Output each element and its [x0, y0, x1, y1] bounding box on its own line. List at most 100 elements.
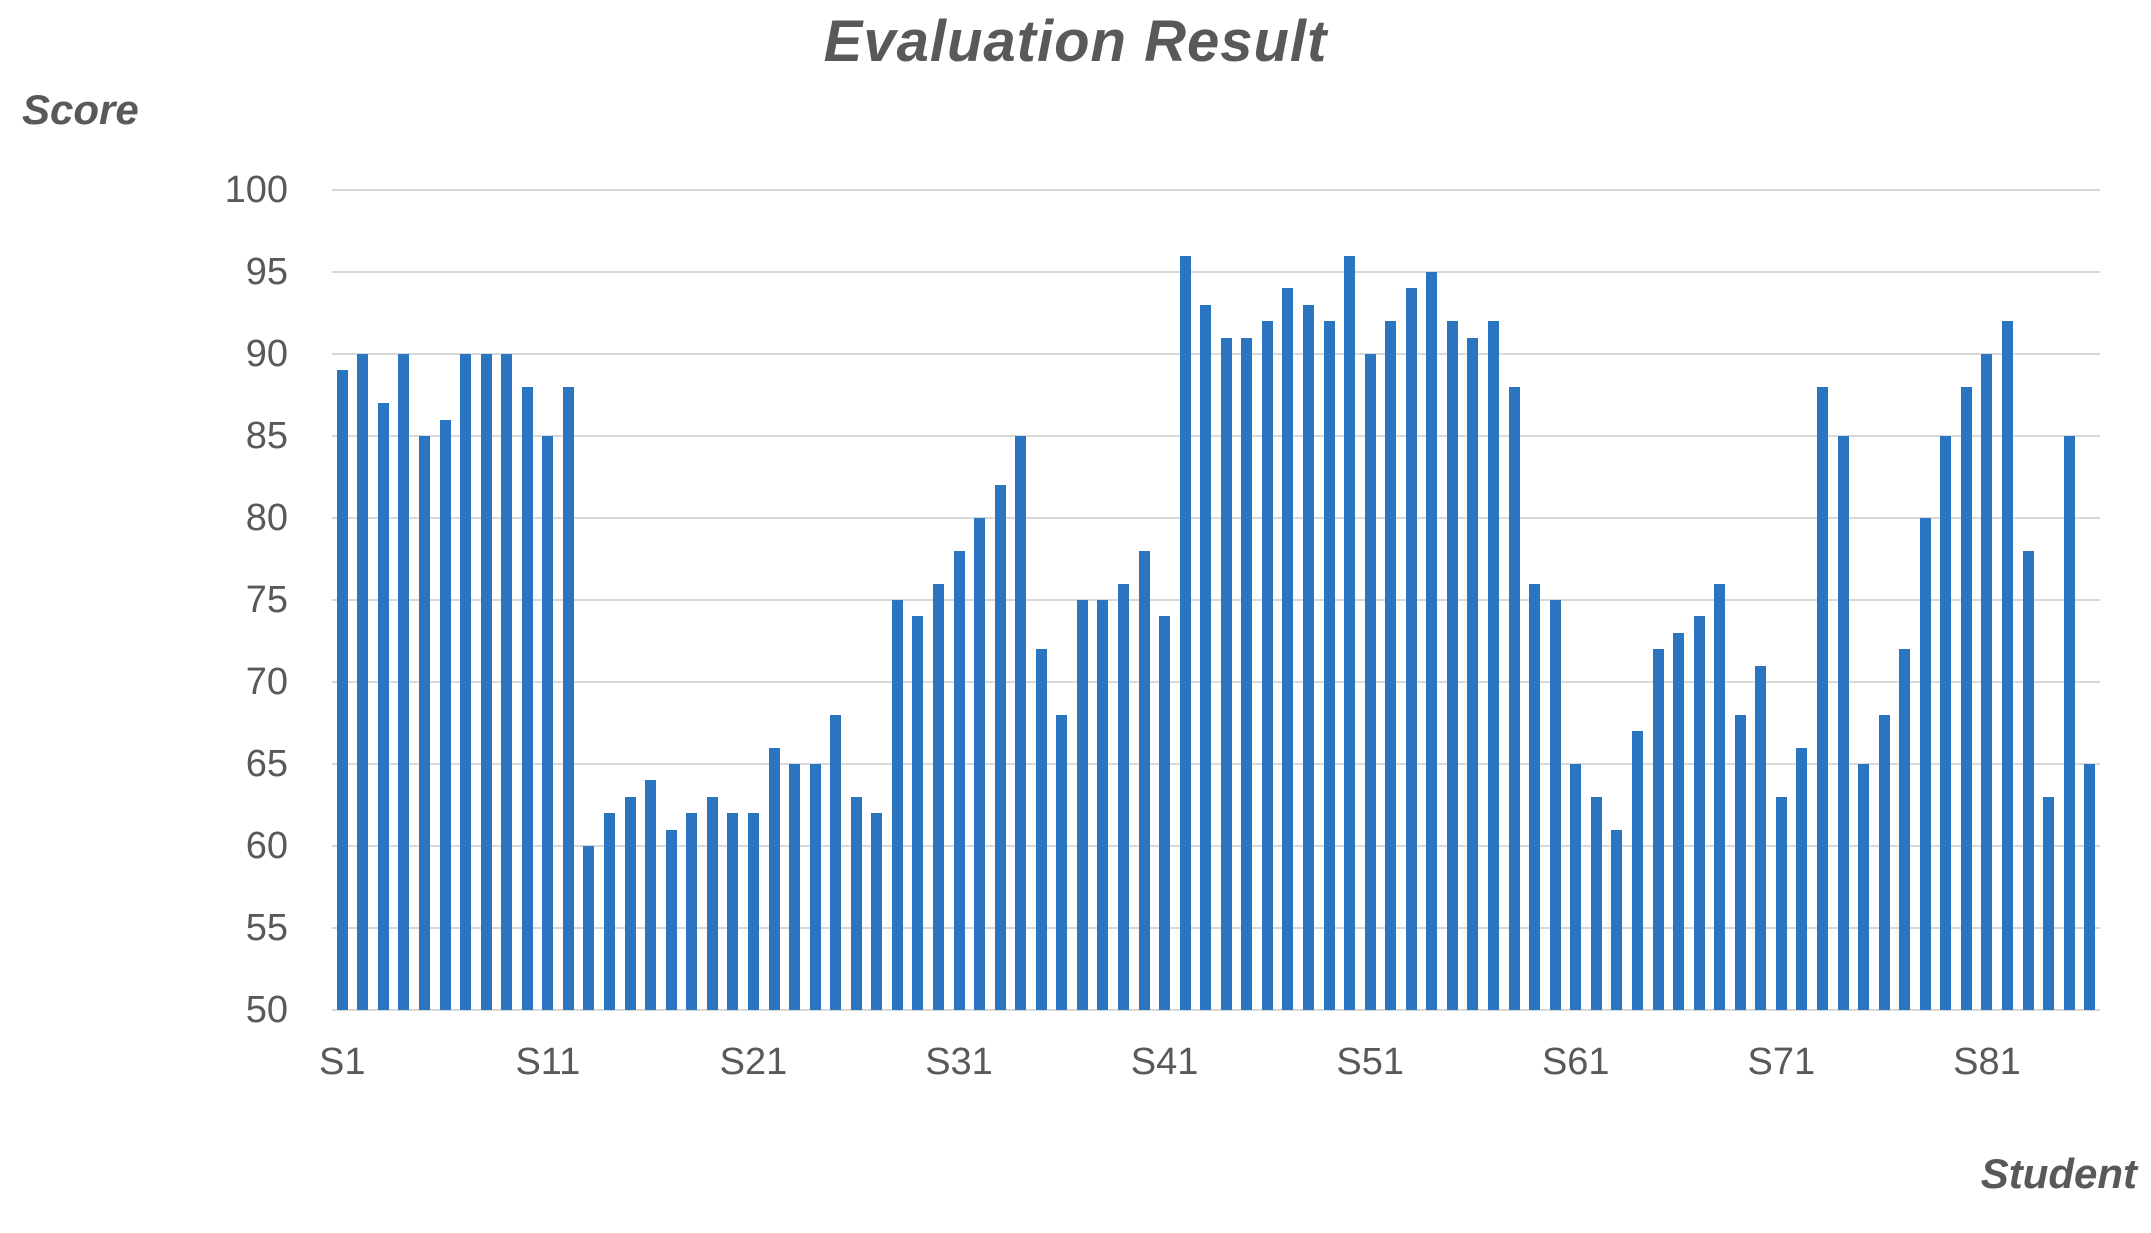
bar-S7: [460, 354, 472, 1010]
gridline-85: [332, 435, 2100, 437]
bar-S39: [1117, 583, 1129, 1010]
bar-S50: [1344, 255, 1356, 1010]
bar-S26: [850, 796, 862, 1010]
bar-S83: [2022, 550, 2034, 1010]
bar-S67: [1693, 616, 1705, 1010]
bar-S9: [501, 354, 513, 1010]
bar-S30: [932, 583, 944, 1010]
y-tick-55: 55: [245, 907, 288, 949]
bar-S68: [1714, 583, 1726, 1010]
bar-S36: [1056, 714, 1068, 1010]
bar-S1: [336, 370, 348, 1010]
x-tick-S31: S31: [925, 1041, 993, 1083]
x-axis-title: Student: [1980, 1150, 2137, 1197]
bar-S27: [871, 813, 883, 1010]
bar-S4: [398, 354, 410, 1010]
bar-S72: [1796, 747, 1808, 1010]
x-tick-S61: S61: [1541, 1041, 1610, 1083]
bar-S71: [1775, 796, 1787, 1010]
x-tick-S41: S41: [1130, 1041, 1199, 1083]
bar-S23: [789, 764, 801, 1010]
y-tick-85: 85: [245, 415, 288, 457]
bar-S54: [1426, 272, 1438, 1010]
bar-S65: [1652, 649, 1664, 1010]
bar-S76: [1878, 714, 1890, 1010]
bar-S43: [1200, 304, 1212, 1010]
bar-S20: [727, 813, 739, 1010]
bar-S40: [1138, 550, 1150, 1010]
bar-S18: [686, 813, 698, 1010]
bar-S64: [1631, 731, 1643, 1010]
bar-S58: [1508, 386, 1520, 1010]
bar-S34: [1015, 436, 1027, 1010]
bar-S31: [953, 550, 965, 1010]
bar-S17: [665, 829, 677, 1010]
bar-S79: [1940, 436, 1952, 1010]
bar-S77: [1899, 649, 1911, 1010]
bar-S37: [1076, 600, 1088, 1010]
plot-area: [332, 189, 2100, 1011]
bar-S45: [1241, 337, 1253, 1010]
bar-S75: [1858, 764, 1870, 1010]
bar-S3: [377, 403, 389, 1010]
bar-S42: [1179, 255, 1191, 1010]
y-tick-65: 65: [245, 743, 288, 785]
bar-S61: [1570, 764, 1582, 1010]
bar-S6: [439, 419, 451, 1010]
bar-S15: [624, 796, 636, 1010]
x-tick-S81: S81: [1953, 1041, 2021, 1083]
gridline-90: [332, 353, 2100, 355]
bar-S56: [1467, 337, 1479, 1010]
bar-S63: [1611, 829, 1623, 1010]
gridline-80: [332, 517, 2100, 519]
bar-S24: [809, 764, 821, 1010]
bar-S13: [583, 846, 595, 1010]
y-tick-60: 60: [245, 825, 288, 867]
bar-S73: [1816, 386, 1828, 1010]
bar-S47: [1282, 288, 1294, 1010]
gridline-70: [332, 681, 2100, 683]
bar-S59: [1529, 583, 1541, 1010]
bar-S35: [1035, 649, 1047, 1010]
x-axis-line: [332, 1009, 2100, 1011]
bar-S10: [521, 386, 533, 1010]
bar-S32: [974, 518, 986, 1010]
bar-S82: [2001, 321, 2013, 1010]
bar-S33: [994, 485, 1006, 1010]
bar-S14: [604, 813, 616, 1010]
bar-S84: [2043, 796, 2055, 1010]
bar-S12: [562, 386, 574, 1010]
bar-S74: [1837, 436, 1849, 1010]
bar-S62: [1590, 796, 1602, 1010]
bar-S44: [1220, 337, 1232, 1010]
bar-S86: [2084, 764, 2096, 1010]
y-tick-50: 50: [245, 989, 288, 1031]
x-tick-S51: S51: [1336, 1041, 1404, 1083]
bar-S81: [1981, 354, 1993, 1010]
gridline-65: [332, 763, 2100, 765]
gridline-75: [332, 599, 2100, 601]
y-tick-80: 80: [245, 497, 288, 539]
bar-S53: [1405, 288, 1417, 1010]
bar-S41: [1159, 616, 1171, 1010]
bar-S21: [747, 813, 759, 1010]
bar-S80: [1960, 386, 1972, 1010]
y-axis-title: Score: [22, 86, 139, 133]
bar-S46: [1261, 321, 1273, 1010]
bar-S8: [480, 354, 492, 1010]
bar-S48: [1303, 304, 1314, 1010]
bar-S85: [2063, 436, 2075, 1010]
y-tick-100: 100: [224, 169, 288, 211]
x-tick-S11: S11: [515, 1041, 581, 1083]
bar-S16: [645, 780, 657, 1010]
gridline-100: [332, 189, 2100, 191]
bar-S49: [1323, 321, 1335, 1010]
y-tick-95: 95: [245, 251, 288, 293]
bar-S38: [1097, 600, 1109, 1010]
bar-S28: [891, 600, 903, 1010]
gridline-55: [332, 927, 2100, 929]
bar-S25: [830, 714, 842, 1010]
bar-S70: [1755, 665, 1767, 1010]
bar-S66: [1673, 632, 1685, 1010]
